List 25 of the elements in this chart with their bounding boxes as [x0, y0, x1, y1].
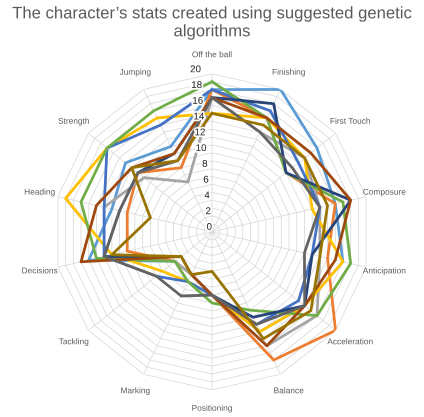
spoke-label: Anticipation [362, 267, 406, 276]
spoke-label: Heading [24, 188, 55, 196]
chart-title: The character’s stats created using suggested genetic algorithms [12, 6, 412, 40]
spoke-label: Composure [363, 188, 406, 196]
y-tick-label: 0 [206, 223, 212, 230]
y-tick-label: 8 [202, 160, 208, 167]
spoke-label: Decisions [22, 267, 58, 274]
spoke-label: Positioning [192, 404, 232, 413]
y-tick-label: 18 [192, 81, 202, 88]
y-tick-label: 10 [196, 144, 206, 152]
y-tick-label: 12 [195, 128, 205, 136]
spoke-label: First Touch [330, 118, 370, 124]
y-tick-label: 6 [204, 176, 208, 183]
spoke-label: Marking [121, 387, 150, 396]
y-tick-label: 14 [194, 112, 204, 120]
spoke-label: Off the ball [192, 51, 232, 58]
y-tick-label: 4 [204, 192, 210, 198]
spoke-label: Balance [274, 387, 304, 394]
spoke-label: Finishing [272, 68, 305, 76]
spoke-label: Tackling [58, 338, 88, 346]
spoke-label: Jumping [120, 68, 151, 76]
spoke-label: Acceleration [327, 338, 373, 344]
y-tick-label: 20 [190, 65, 201, 72]
y-tick-label: 2 [206, 207, 210, 214]
spoke-label: Strength [58, 118, 89, 126]
